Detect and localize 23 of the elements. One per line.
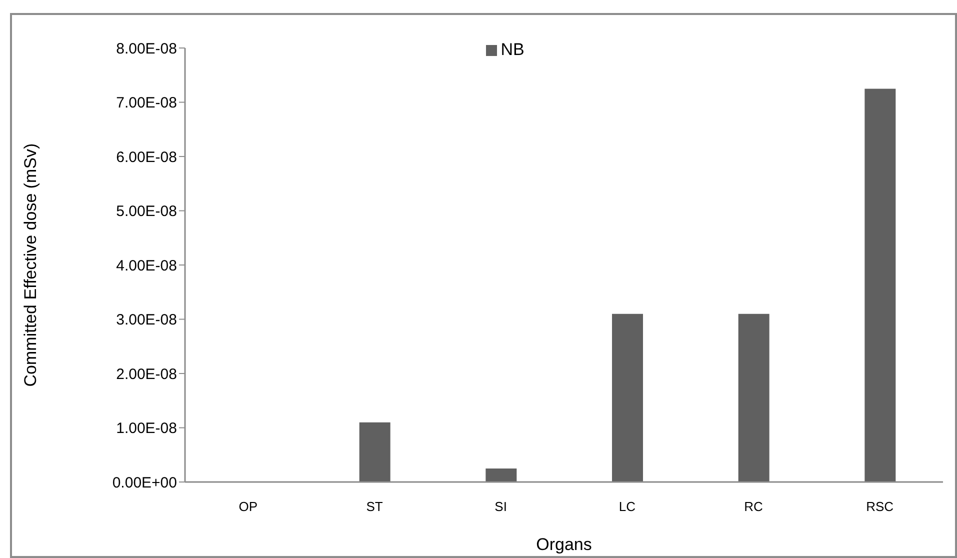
x-tick-label: ST	[366, 499, 383, 514]
x-tick-label: OP	[238, 499, 258, 514]
x-tick-label: RC	[744, 499, 763, 514]
bar	[864, 88, 896, 482]
y-tick-label: 4.00E-08	[116, 257, 177, 274]
y-tick-label: 8.00E-08	[116, 40, 177, 58]
x-tick-label: SI	[494, 499, 507, 514]
x-axis-title: Organs	[536, 535, 592, 554]
legend-label: NB	[500, 40, 524, 59]
y-tick-label: 5.00E-08	[116, 203, 177, 220]
bar	[486, 468, 517, 482]
bar	[359, 422, 390, 482]
bar	[612, 314, 643, 482]
y-tick-label: 0.00E+00	[112, 474, 177, 492]
x-tick-label: RSC	[866, 499, 894, 514]
y-tick-label: 3.00E-08	[116, 312, 177, 329]
y-tick-label: 7.00E-08	[116, 94, 177, 112]
x-tick-label: LC	[618, 499, 636, 514]
y-axis-title: Committed Effective dose (mSv)	[21, 143, 40, 387]
y-tick-label: 2.00E-08	[116, 366, 177, 383]
y-tick-label: 6.00E-08	[116, 148, 177, 166]
y-tick-label: 1.00E-08	[116, 420, 177, 438]
bar	[738, 314, 770, 482]
